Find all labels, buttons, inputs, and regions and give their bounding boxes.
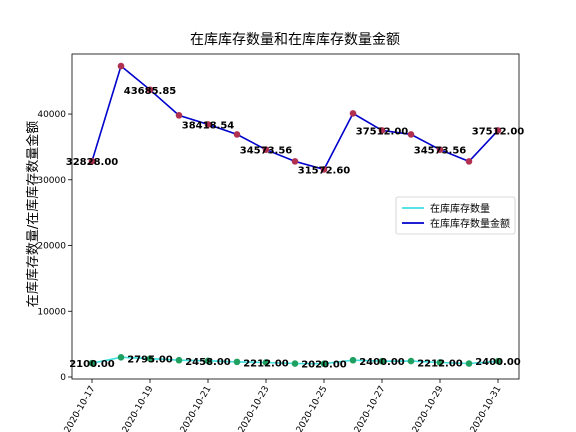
- legend-frame: [395, 196, 516, 235]
- x-tick-label: 2020-10-23: [237, 385, 272, 432]
- data-label: 37512.00: [356, 126, 409, 137]
- data-label: 2458.00: [185, 357, 231, 368]
- data-label: 2400.00: [359, 357, 405, 368]
- series-1-point: [233, 131, 241, 138]
- series-1-point: [204, 121, 212, 128]
- series-1-point: [407, 131, 415, 138]
- series-0-point: [407, 357, 415, 365]
- series-0-point: [349, 356, 357, 364]
- x-tick-label: 2020-10-19: [121, 384, 156, 432]
- y-tick-label: 0: [60, 373, 66, 383]
- series-0-point: [494, 357, 502, 365]
- y-tick-label: 30000: [37, 176, 66, 186]
- plot-area: 0 10000 20000 30000 40000 2020-10-17 2020-10-1…: [37, 53, 525, 432]
- series-0-point: [204, 357, 212, 365]
- series-0-point: [88, 359, 96, 367]
- series-0-point: [146, 355, 154, 362]
- y-tick-label: 40000: [37, 110, 66, 120]
- legend-label-0: 在库库存数量: [430, 202, 490, 215]
- data-label: 37512.00: [472, 126, 525, 137]
- data-label: 2020.00: [301, 360, 347, 371]
- series-0-point: [291, 360, 299, 367]
- data-label: 38418.54: [182, 120, 235, 131]
- series-0-point: [262, 359, 270, 366]
- series-1-point: [262, 146, 270, 154]
- y-axis-title: 在库库存数量/在库库存数量金额: [25, 121, 41, 307]
- x-tick-label: 2020-10-29: [411, 384, 446, 432]
- series-0-point: [320, 360, 328, 368]
- series-1-point: [175, 112, 183, 119]
- series-1-point: [494, 127, 502, 134]
- legend-label-1: 在库库存数量金额: [430, 217, 510, 230]
- data-label: 31572.60: [298, 165, 351, 176]
- series-0-point: [378, 357, 386, 365]
- series-0-point: [117, 353, 125, 361]
- series-0-point: [465, 360, 473, 367]
- data-label: 2400.00: [475, 357, 521, 368]
- series-0-point: [436, 359, 444, 366]
- series-1-point: [436, 146, 444, 154]
- series-1-point: [465, 158, 473, 165]
- x-tick-label: 2020-10-27: [353, 385, 388, 432]
- y-tick-label: 10000: [37, 307, 66, 317]
- data-label: 34573.56: [414, 146, 467, 157]
- series-1-point: [349, 110, 357, 117]
- x-tick-label: 2020-10-25: [295, 385, 330, 432]
- chart-title: 在库库存数量和在库库存数量金额: [190, 32, 400, 48]
- data-label: 2212.00: [243, 358, 289, 369]
- series-1-point: [146, 86, 154, 94]
- data-label: 2795.00: [127, 355, 173, 366]
- x-tick-label: 2020-10-17: [63, 385, 98, 432]
- data-label: 32828.00: [66, 157, 119, 168]
- series-1-point: [320, 166, 328, 173]
- series-0-point: [233, 358, 241, 366]
- y-tick-label: 20000: [37, 242, 66, 252]
- series-1-point: [88, 157, 96, 165]
- data-label: 43685.85: [124, 86, 177, 97]
- data-label: 2100.00: [69, 359, 115, 370]
- data-label: 2212.00: [417, 358, 463, 369]
- data-label: 34573.56: [240, 146, 293, 157]
- x-tick-label: 2020-10-21: [179, 385, 214, 432]
- plot-frame: [71, 53, 520, 380]
- series-0-point: [175, 356, 183, 364]
- series-1-point: [378, 127, 386, 134]
- series-1-point: [117, 62, 125, 70]
- series-1-point: [291, 158, 299, 165]
- x-tick-label: 2020-10-31: [469, 385, 504, 432]
